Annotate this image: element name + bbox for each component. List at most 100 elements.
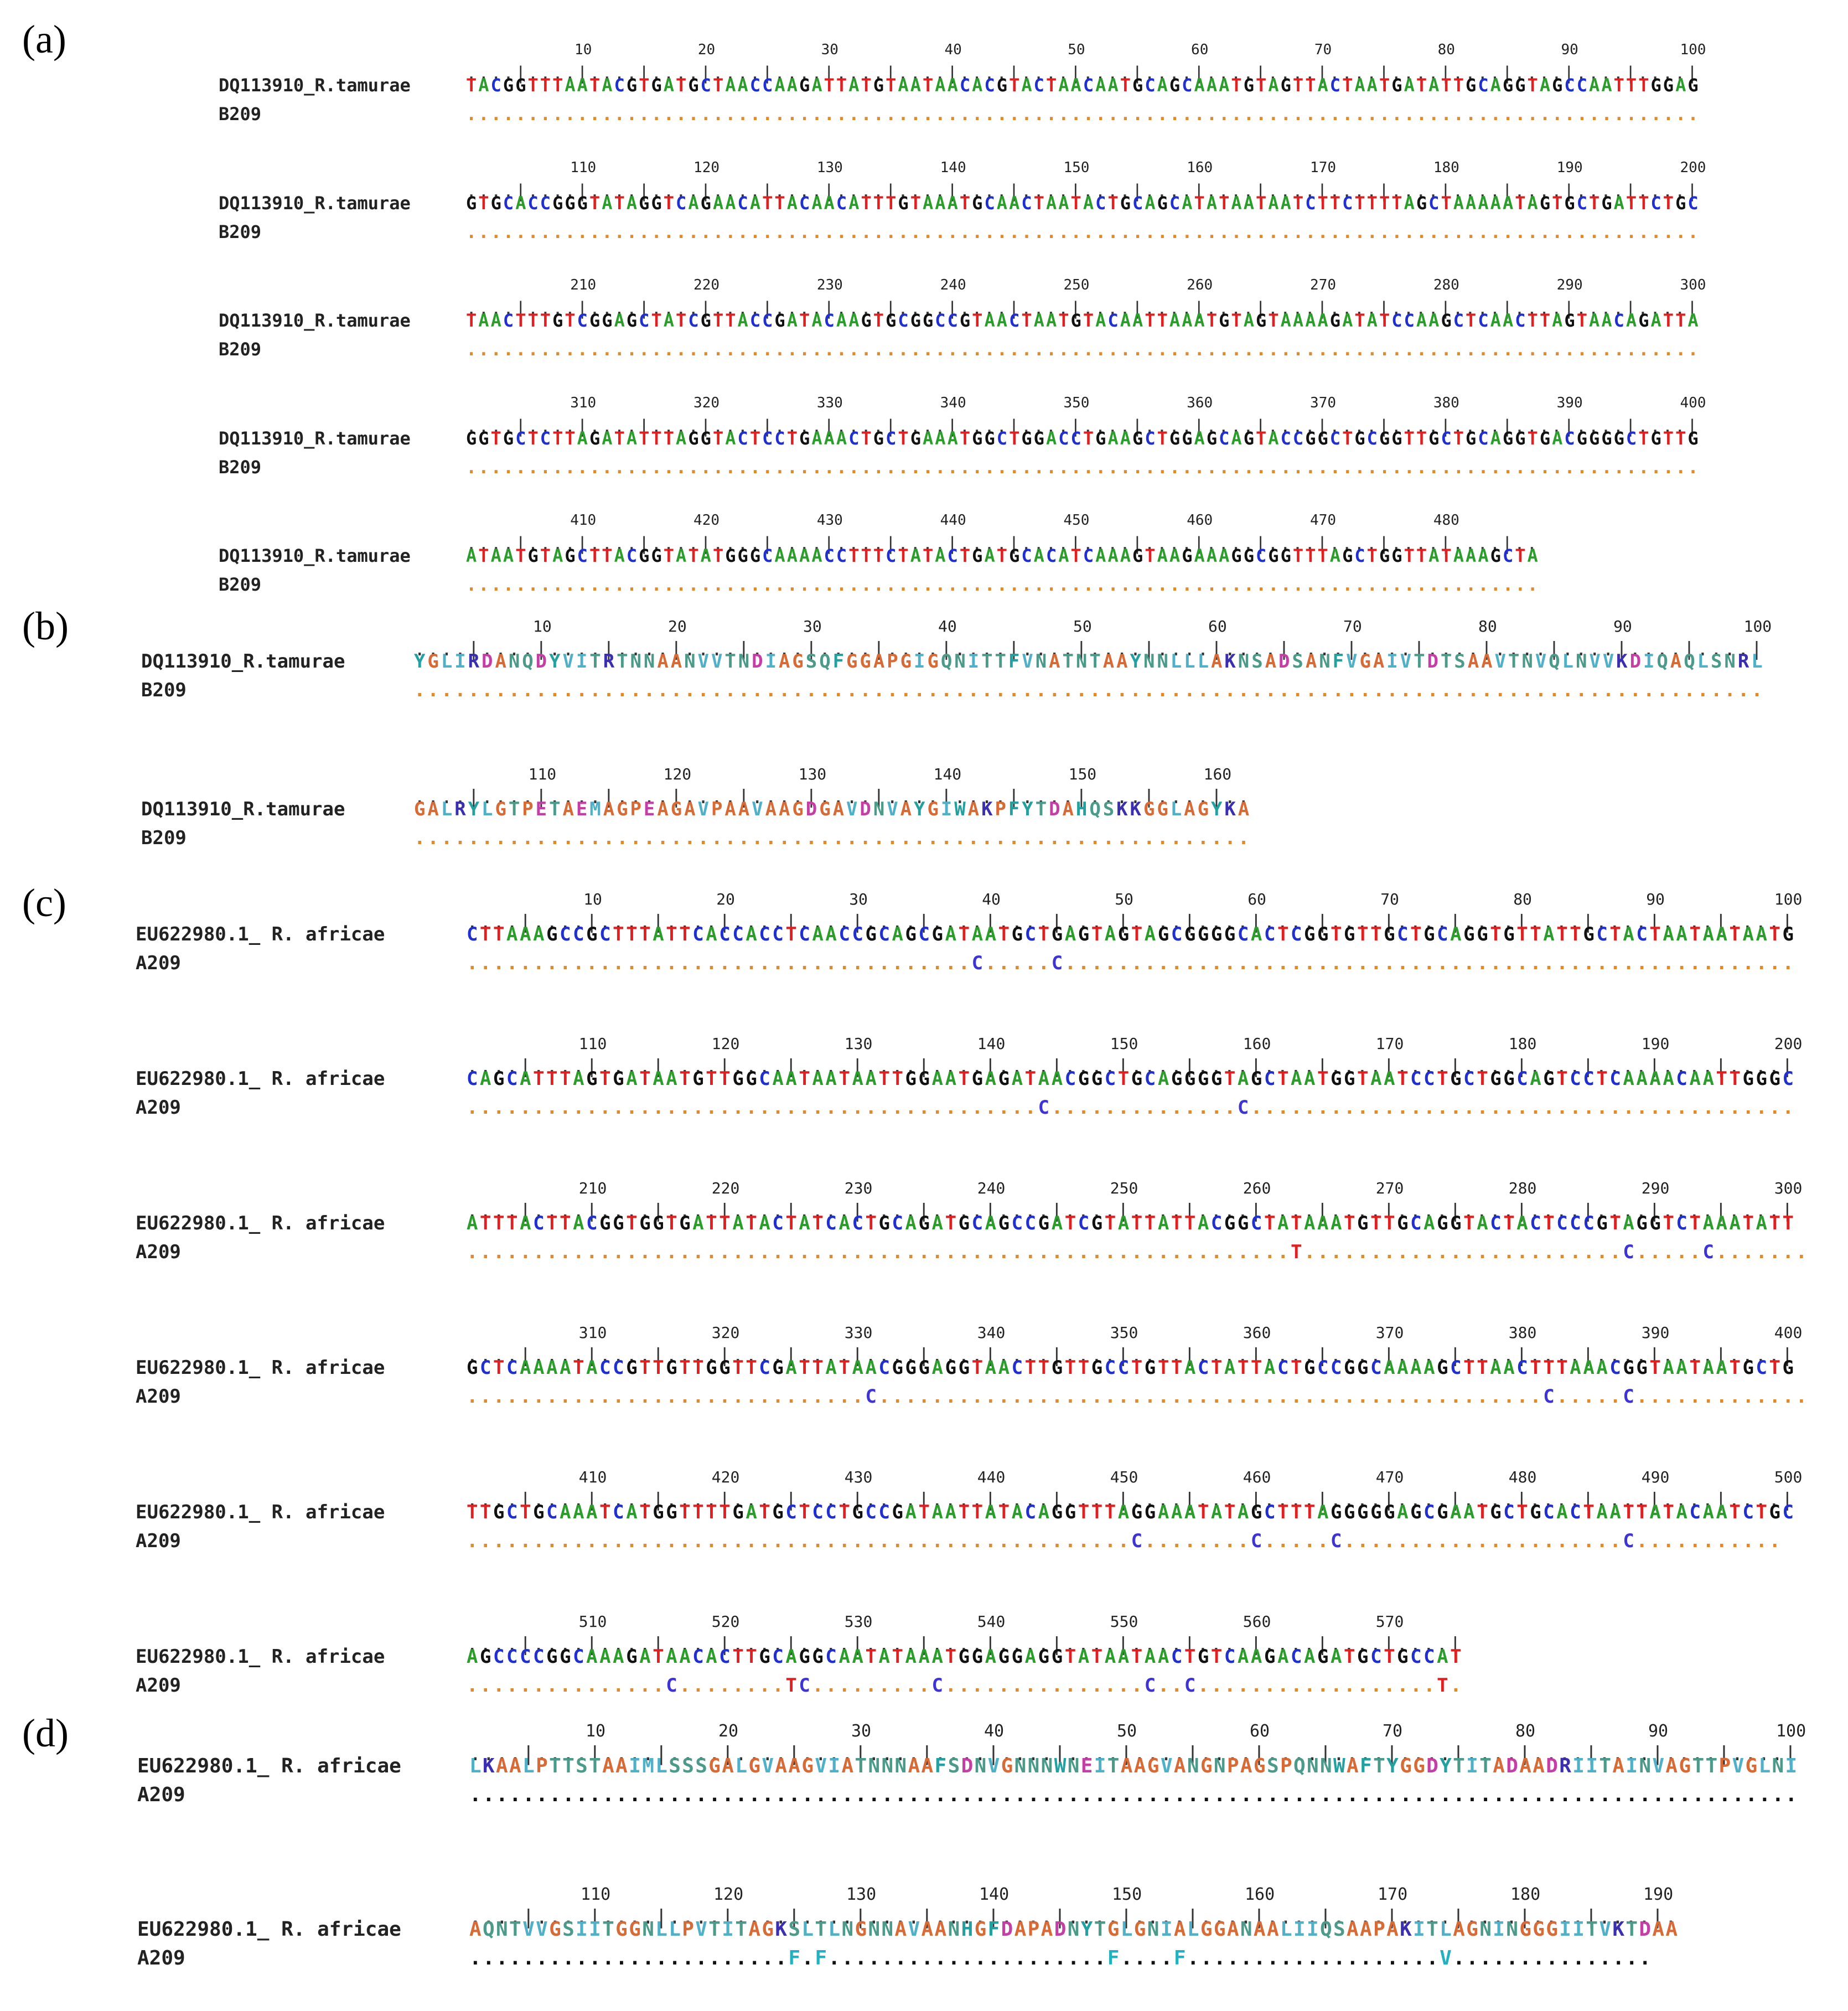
ruler-number: 120 [693,159,720,176]
ruler-number: 50 [1115,890,1133,908]
sequence-name: B209 [219,221,262,242]
ruler-number: 170 [1375,1035,1404,1053]
ruler-number: 510 [578,1612,607,1631]
sequence-name: DQ113910_R.tamurae [219,75,411,96]
ruler-number: 350 [1063,395,1090,411]
consensus-line: ........................................… [467,1241,1809,1263]
ruler-number: 10 [586,1722,606,1741]
ruler-number: 280 [1508,1179,1537,1197]
sequence-name: DQ113910_R.tamurae [219,428,411,449]
sequence-name: EU622980.1_ R. africae [136,1357,385,1379]
ruler-number: 110 [570,159,597,176]
sequence-name: DQ113910_R.tamurae [219,545,411,566]
ruler-number: 200 [1680,159,1706,176]
sequence-name: A209 [136,952,181,974]
ruler-number: 330 [844,1324,873,1342]
ruler-ticks: ....|....|....|....|....|....|....|....|… [466,416,1700,437]
ruler-number: 230 [816,277,843,293]
ruler-number: 180 [1433,159,1459,176]
ruler-number: 40 [984,1722,1005,1741]
ruler-number: 360 [1243,1324,1271,1342]
ruler-number: 430 [816,512,843,529]
ruler-number: 140 [979,1885,1010,1904]
ruler-number: 30 [851,1722,872,1741]
ruler-number: 220 [693,277,720,293]
ruler-number: 320 [711,1324,740,1342]
ruler-ticks: ....|....|....|....|....|....|....|....|… [414,786,1251,808]
ruler-number: 180 [1508,1035,1537,1053]
ruler-number: 400 [1680,395,1706,411]
sequence-name: DQ113910_R.tamurae [219,193,411,214]
ruler-number: 410 [570,512,597,529]
sequence-name: EU622980.1_ R. africae [136,923,385,945]
ruler-number: 130 [798,765,827,783]
sequence-name: EU622980.1_ R. africae [136,1068,385,1090]
ruler-number: 20 [718,1722,739,1741]
ruler-number: 130 [844,1035,873,1053]
ruler-ticks: ....|....|....|....|....|....|....|....|… [469,1906,1679,1929]
ruler-number: 170 [1378,1885,1408,1904]
sequence-residues: GGTGCTCTTAGATATTTAGGTACTCCTGAAACTGCTGAAA… [466,428,1700,449]
consensus-line: ........................................… [466,104,1700,125]
ruler-number: 250 [1063,277,1090,293]
ruler-number: 530 [844,1612,873,1631]
ruler-number: 470 [1310,512,1337,529]
ruler-number: 440 [977,1468,1006,1486]
ruler-ticks: ....|....|....|....|....|....|....|....|… [467,1489,1795,1511]
ruler-ticks: ....|....|....|....|....|....|....|....|… [469,1743,1798,1765]
ruler-number: 290 [1641,1179,1670,1197]
sequence-name: A209 [136,1097,181,1119]
ruler-number: 120 [713,1885,744,1904]
ruler-number: 400 [1774,1324,1803,1342]
ruler-number: 440 [940,512,966,529]
ruler-number: 340 [977,1324,1006,1342]
sequence-residues: GTGCACCGGGTATAGGTCAGAACATTACAACATTTGTAAA… [466,193,1700,214]
ruler-number: 140 [977,1035,1006,1053]
ruler-number: 450 [1110,1468,1138,1486]
ruler-number: 110 [581,1885,611,1904]
ruler-number: 160 [1187,159,1213,176]
sequence-name: EU622980.1_ R. africae [136,1646,385,1668]
ruler-number: 70 [1383,1722,1403,1741]
sequence-residues: CTTAAAGCCGCTTTATTCACCACCTCAACCGCAGCGATAA… [467,923,1796,945]
ruler-number: 150 [1112,1885,1142,1904]
ruler-number: 480 [1433,512,1459,529]
ruler-number: 280 [1433,277,1459,293]
sequence-residues: LKAALPTTSTAAIMLSSSGALGVAAGVIATNNNAAFSDNV… [469,1755,1799,1777]
sequence-residues: AGCCCCGGCAAAGATAACACTTGCAGGCAATATAAATGGA… [467,1646,1464,1668]
ruler-number: 50 [1117,1722,1137,1741]
ruler-number: 30 [803,617,822,635]
ruler-number: 470 [1375,1468,1404,1486]
ruler-number: 70 [1314,42,1332,58]
ruler-number: 130 [846,1885,877,1904]
ruler-number: 310 [578,1324,607,1342]
sequence-name: EU622980.1_ R. africae [137,1918,401,1941]
ruler-number: 110 [528,765,557,783]
sequence-name: A209 [136,1386,181,1408]
ruler-ticks: ....|....|....|....|....|....|....|....|… [467,1345,1795,1367]
sequence-name: B209 [141,827,187,849]
ruler-number: 20 [668,617,687,635]
consensus-line: ......................................C.… [467,952,1796,974]
ruler-ticks: ....|....|....|....|....|....|....|....|… [466,298,1700,319]
sequence-residues: GCTCAAAATACCGTTGTTGGTTCGATTATAACGGGAGGTA… [467,1357,1796,1379]
ruler-number: 460 [1187,512,1213,529]
ruler-ticks: ....|....|....|....|....|....|....|....|… [466,63,1700,84]
ruler-ticks: ....|....|....|....|....|....|....|....|… [414,638,1765,660]
ruler-number: 170 [1310,159,1337,176]
ruler-number: 220 [711,1179,740,1197]
sequence-name: EU622980.1_ R. africae [136,1501,385,1523]
sequence-name: A209 [136,1241,181,1263]
sequence-residues: ATAATGTAGCTTACGGTATATGGGCAAAACCTTTCTATAC… [466,545,1540,566]
ruler-number: 390 [1556,395,1583,411]
ruler-number: 290 [1556,277,1583,293]
ruler-number: 30 [821,42,838,58]
sequence-residues: YGLIRDANQDYVITRTNNAANVVTNDIAGSQFGGAPGIGQ… [414,650,1765,673]
consensus-line: ........................................… [414,679,1765,701]
ruler-ticks: ....|....|....|....|....|....|....|....|… [467,1056,1795,1078]
ruler-number: 500 [1774,1468,1803,1486]
ruler-ticks: ....|....|....|....|....|....|....|....|… [467,911,1795,933]
ruler-ticks: ....|....|....|....|....|....|....|....|… [466,533,1539,554]
ruler-number: 300 [1680,277,1706,293]
ruler-number: 410 [578,1468,607,1486]
